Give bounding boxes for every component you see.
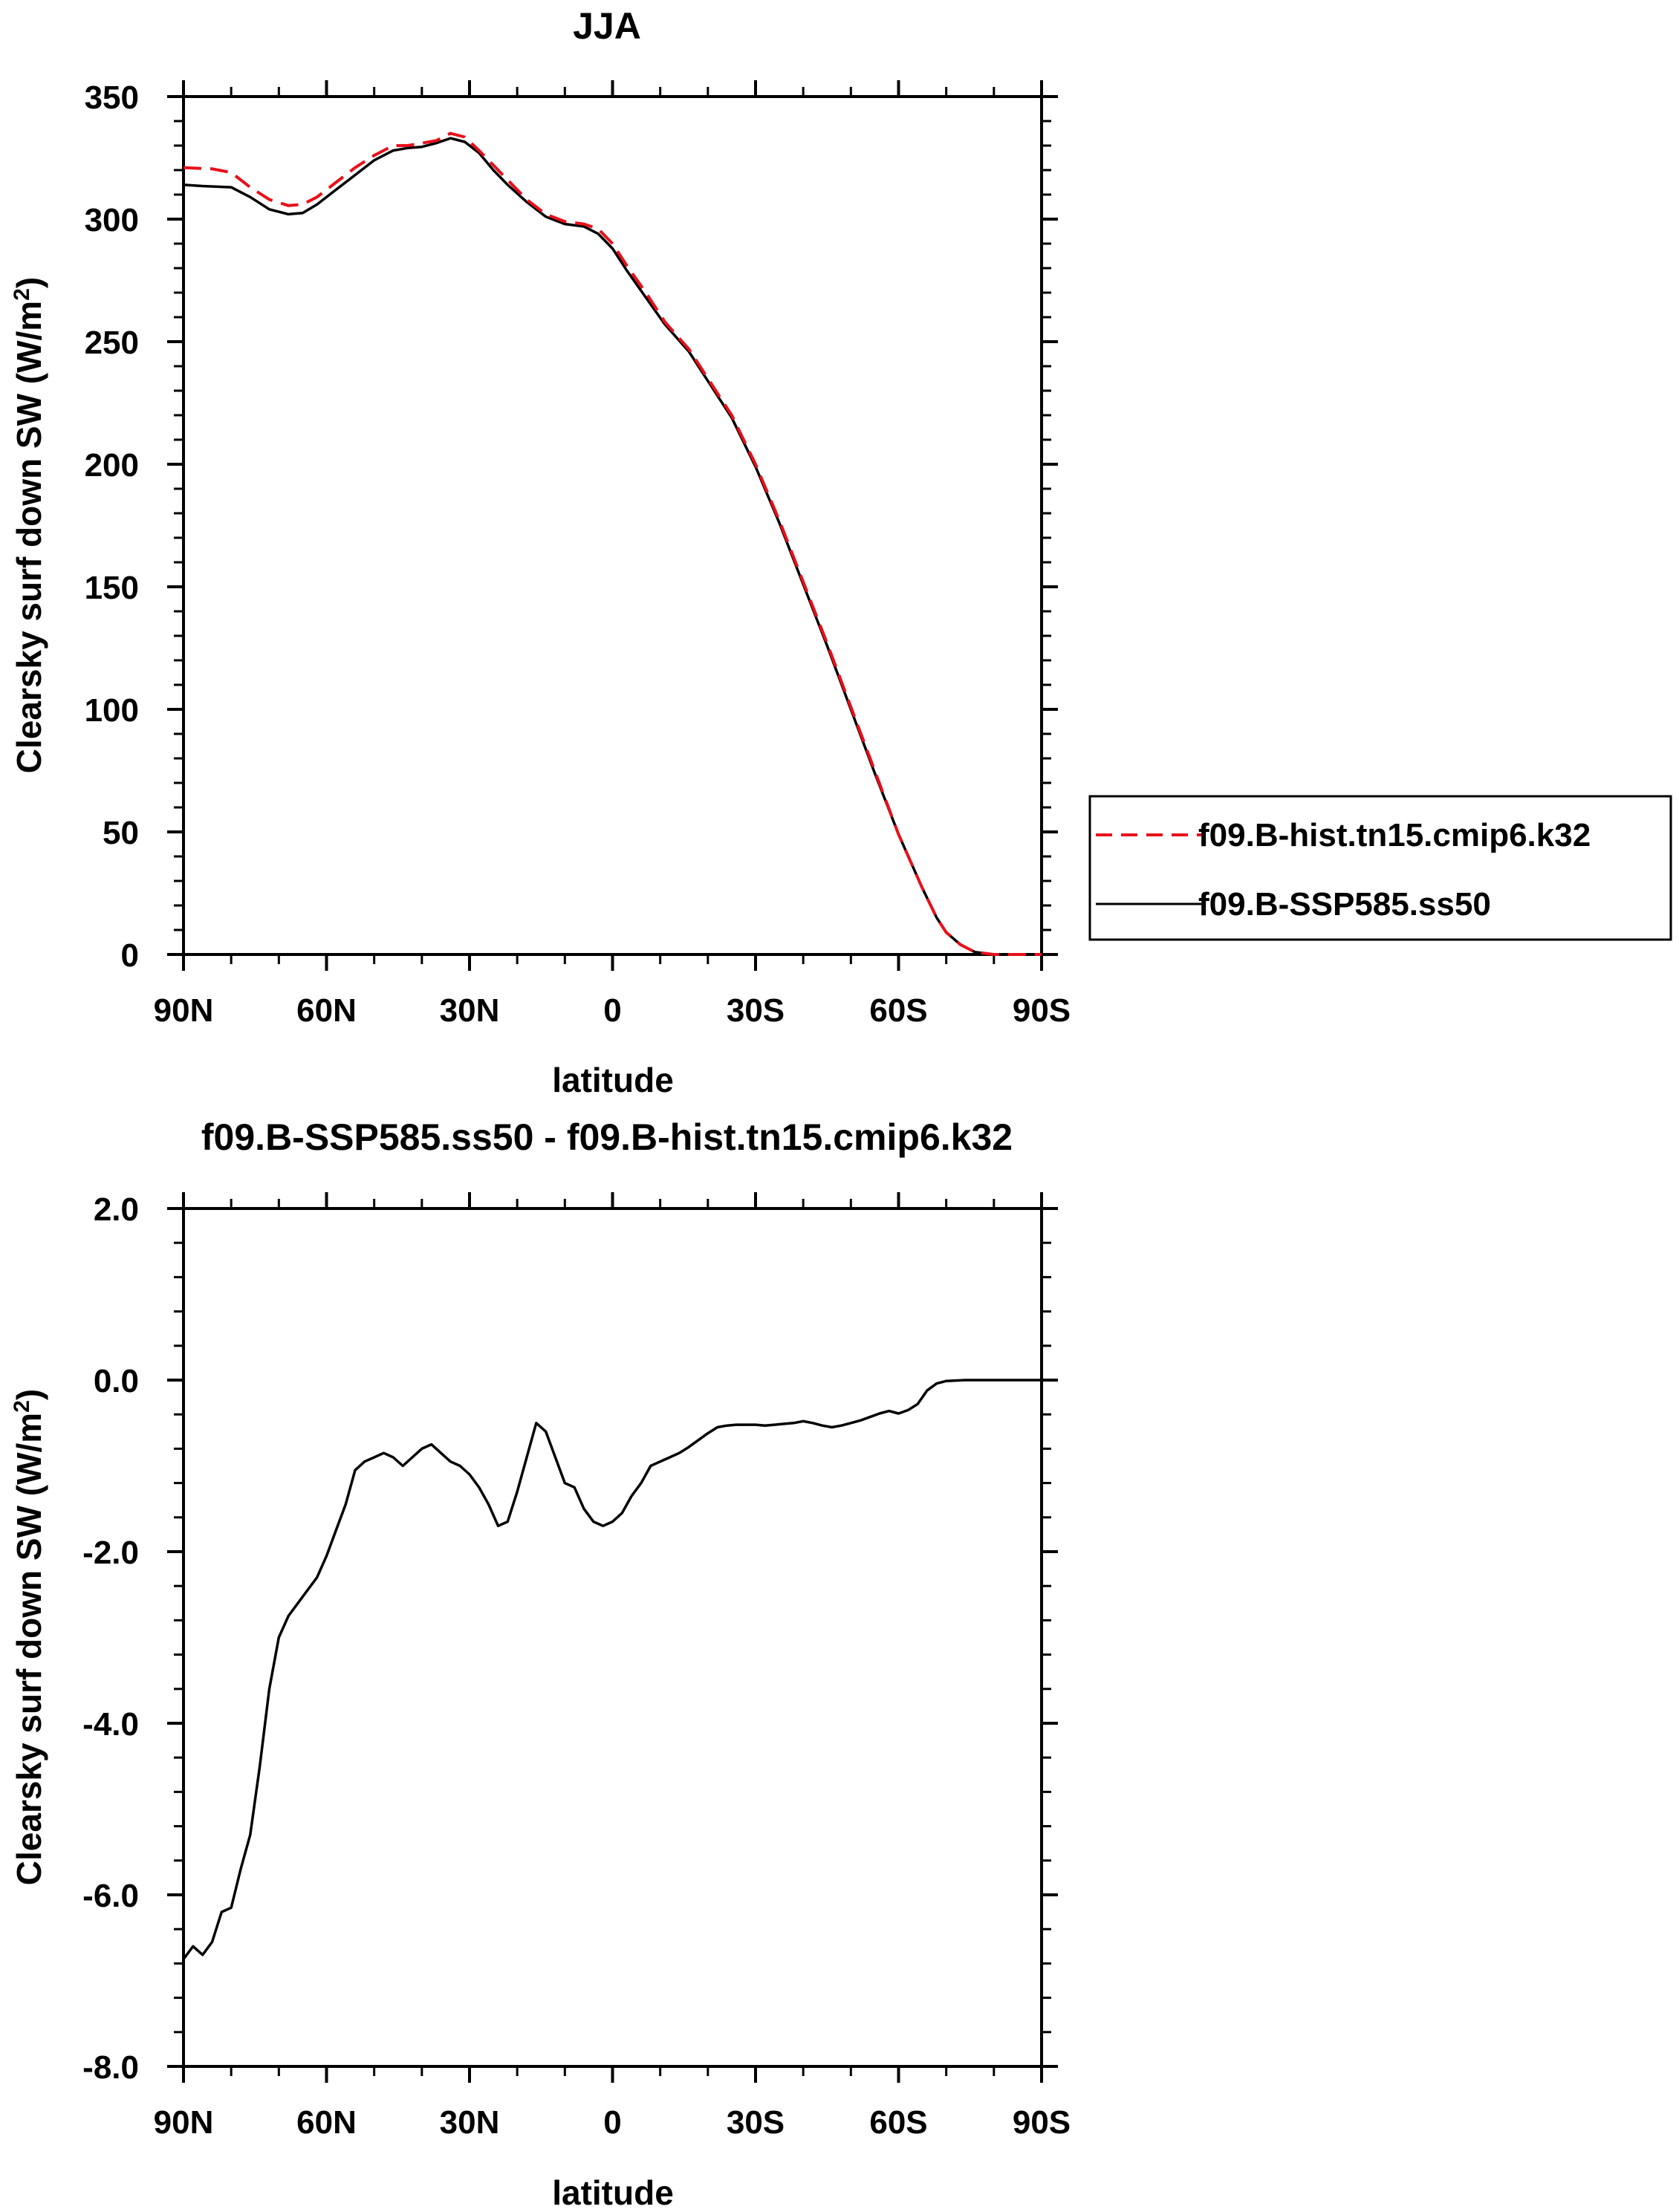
top-series-line-1: [183, 131, 1042, 956]
top-panel: JJA 0 50 100 150 200 250 300 350 90N 60N 30N 0 30S 6…: [10, 5, 1071, 1099]
top-y-tick-labels: 0 50 100 150 200 250 300 350: [85, 79, 139, 974]
top-panel-title: JJA: [573, 5, 641, 47]
bottom-x-tick-label: 0: [603, 2104, 621, 2141]
bottom-x-tick-label: 60N: [296, 2104, 357, 2141]
bottom-y-tick-labels: -8.0 -6.0 -4.0 -2.0 0.0 2.0: [82, 1191, 139, 2086]
bottom-y-tick-label: -2.0: [82, 1535, 139, 1571]
bottom-panel: f09.B-SSP585.ss50 - f09.B-hist.tn15.cmip…: [10, 1116, 1071, 2212]
top-y-tick-label: 200: [85, 447, 139, 484]
top-y-tick-label: 300: [85, 202, 139, 238]
bottom-y-tick-label: 0.0: [94, 1363, 139, 1399]
bottom-series-line-1: [182, 1379, 1043, 1961]
bottom-axis-ticks: [167, 1192, 1058, 2083]
top-x-tick-label: 90N: [154, 992, 214, 1029]
bottom-y-axis-label-main: Clearsky surf down SW (W/m: [10, 1413, 48, 1885]
bottom-y-axis-label-sup: 2: [10, 1400, 34, 1413]
top-y-axis-label-sup: 2: [10, 288, 34, 301]
top-series-line-2: [182, 137, 1043, 956]
bottom-panel-title: f09.B-SSP585.ss50 - f09.B-hist.tn15.cmip…: [201, 1116, 1013, 1158]
bottom-x-tick-label: 90N: [154, 2104, 214, 2141]
top-y-tick-label: 150: [85, 570, 139, 606]
bottom-x-tick-labels: 90N 60N 30N 0 30S 60S 90S: [154, 2104, 1071, 2141]
top-y-axis-label-close: ): [10, 277, 48, 288]
top-y-tick-label: 350: [85, 79, 139, 116]
legend-label-hist: f09.B-hist.tn15.cmip6.k32: [1198, 817, 1591, 853]
top-x-tick-label: 60S: [869, 992, 927, 1029]
bottom-y-tick-label: -6.0: [82, 1878, 139, 1914]
top-x-tick-label: 90S: [1013, 992, 1071, 1029]
bottom-plot-frame: [182, 1207, 1043, 2068]
top-axis-ticks: [167, 80, 1058, 971]
bottom-series-lines: [182, 1379, 1043, 1961]
bottom-x-tick-label: 90S: [1013, 2104, 1071, 2141]
bottom-x-tick-label: 60S: [869, 2104, 927, 2141]
top-x-tick-label: 30N: [440, 992, 500, 1029]
legend-label-ssp585: f09.B-SSP585.ss50: [1198, 886, 1491, 923]
top-x-tick-labels: 90N 60N 30N 0 30S 60S 90S: [154, 992, 1071, 1029]
bottom-y-axis-label: Clearsky surf down SW (W/m2): [10, 1389, 48, 1885]
top-y-tick-label: 50: [103, 815, 139, 851]
bottom-y-tick-label: -4.0: [82, 1706, 139, 1743]
bottom-x-tick-label: 30N: [440, 2104, 500, 2141]
top-y-tick-label: 250: [85, 325, 139, 361]
bottom-x-tick-label: 30S: [727, 2104, 785, 2141]
top-y-axis-label-main: Clearsky surf down SW (W/m: [10, 301, 48, 773]
legend-box: [1088, 795, 1672, 941]
top-y-tick-label: 0: [121, 937, 139, 974]
top-x-tick-label: 0: [603, 992, 621, 1029]
bottom-y-tick-label: -8.0: [82, 2049, 139, 2086]
top-x-tick-label: 30S: [727, 992, 785, 1029]
top-y-axis-label: Clearsky surf down SW (W/m2): [10, 277, 48, 773]
top-plot-frame: [182, 95, 1043, 956]
top-x-axis-label: latitude: [552, 1061, 674, 1099]
bottom-y-tick-label: 2.0: [94, 1191, 139, 1228]
legend: f09.B-hist.tn15.cmip6.k32 f09.B-SSP585.s…: [1088, 795, 1672, 941]
bottom-y-axis-label-close: ): [10, 1389, 48, 1400]
top-series-lines: [182, 131, 1043, 956]
bottom-x-axis-label: latitude: [552, 2173, 674, 2212]
top-y-tick-label: 100: [85, 692, 139, 729]
top-x-tick-label: 60N: [296, 992, 357, 1029]
